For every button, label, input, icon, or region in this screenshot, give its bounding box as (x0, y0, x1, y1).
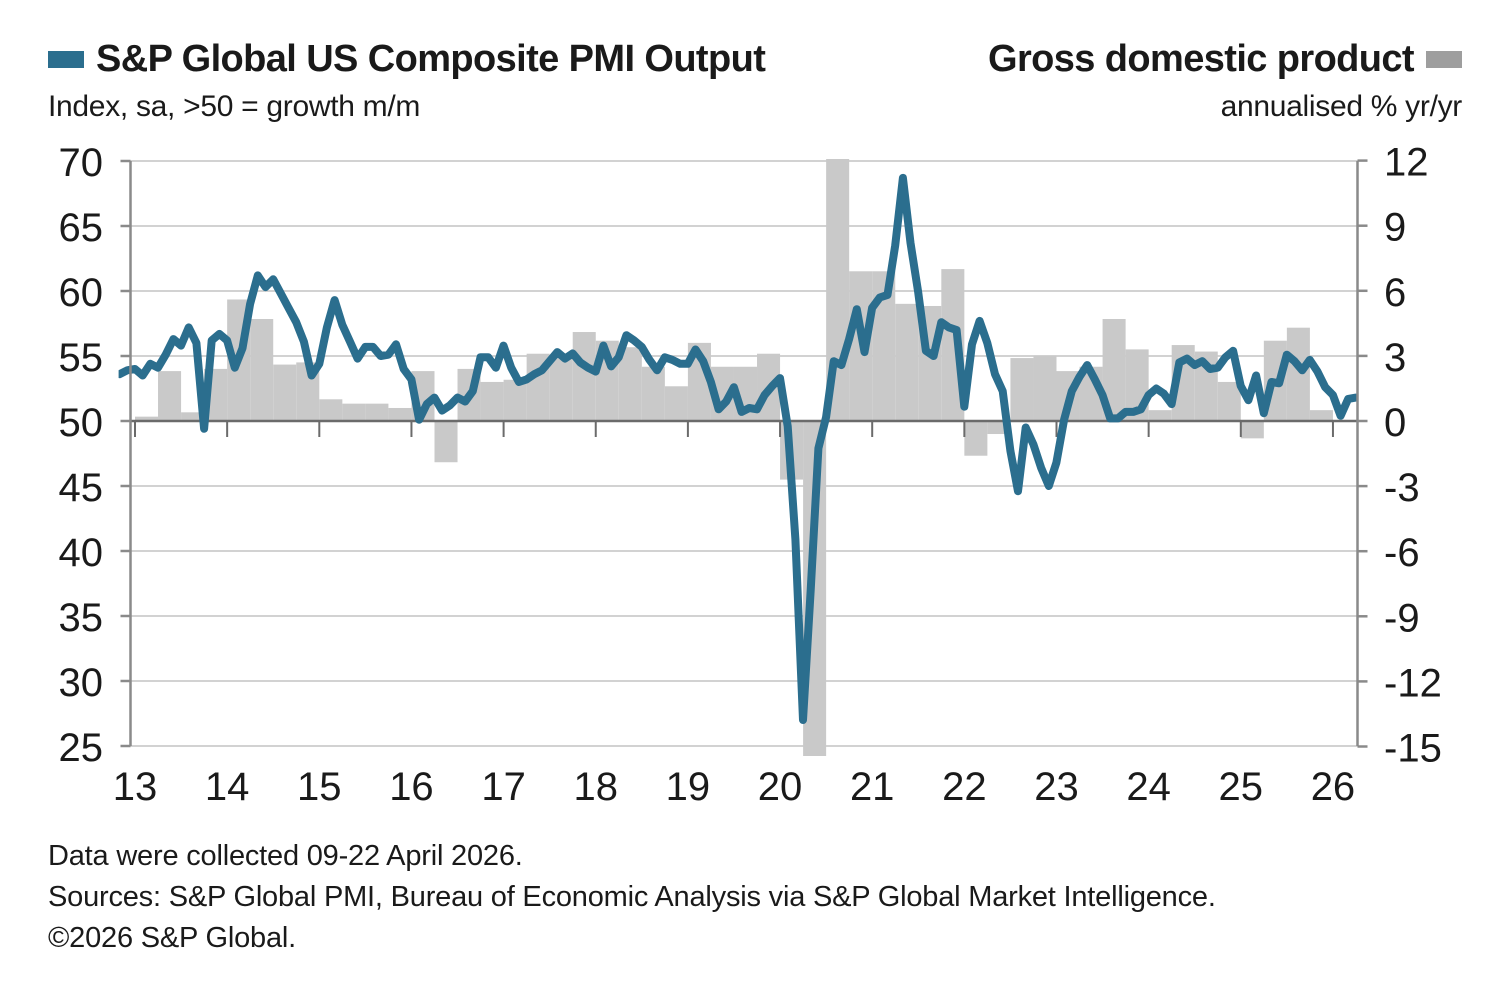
y-axis-left-label: 45 (59, 466, 104, 510)
y-axis-right-label: -3 (1384, 466, 1420, 510)
footnote-copyright: ©2026 S&P Global. (48, 922, 296, 954)
gdp-bar (342, 403, 366, 421)
gdp-bar (1309, 410, 1333, 421)
y-axis-right-label: 0 (1384, 401, 1406, 445)
x-axis-year-label: 14 (205, 765, 250, 809)
gdp-bar (250, 319, 274, 421)
legend-pmi: S&P Global US Composite PMI Output Index… (48, 38, 766, 124)
y-axis-right-label: -6 (1384, 531, 1420, 575)
footnote-sources: Sources: S&P Global PMI, Bureau of Econo… (48, 881, 1216, 913)
gdp-legend-swatch-icon (1426, 51, 1462, 68)
chart-footnotes: Data were collected 09-22 April 2026. So… (48, 836, 1216, 959)
gdp-bar (872, 271, 896, 421)
gdp-bar (158, 371, 182, 421)
gdp-bar (480, 381, 504, 421)
gdp-bar (434, 421, 458, 463)
legend-gdp: Gross domestic product annualised % yr/y… (988, 38, 1462, 124)
y-axis-left-label: 60 (59, 271, 104, 315)
gdp-bar (1240, 421, 1264, 439)
pmi-series-title: S&P Global US Composite PMI Output (96, 38, 766, 80)
gdp-bar (503, 379, 527, 421)
y-axis-right-label: -9 (1384, 596, 1420, 640)
gdp-bar (1033, 355, 1057, 421)
gdp-bar (618, 347, 642, 421)
y-axis-right-label: 12 (1384, 141, 1429, 185)
x-axis-year-label: 18 (574, 765, 619, 809)
y-axis-left-label: 65 (59, 206, 104, 250)
x-axis-ticks (134, 421, 1334, 437)
gdp-bar (319, 399, 343, 421)
x-axis-year-label: 13 (113, 765, 158, 809)
x-axis-year-label: 19 (666, 765, 711, 809)
gdp-bar-series (135, 159, 1333, 756)
gdp-bar (1102, 319, 1126, 421)
gdp-bar (1217, 381, 1241, 421)
x-axis-year-label: 26 (1311, 765, 1356, 809)
y-axis-left-label: 50 (59, 401, 104, 445)
y-axis-right-label: -12 (1384, 661, 1442, 705)
gdp-bar (664, 386, 688, 421)
axis-lines (120, 159, 1368, 748)
right-axis-subtitle: annualised % yr/yr (1220, 90, 1463, 123)
pmi-legend-swatch-icon (48, 51, 84, 68)
gdp-bar (549, 355, 573, 421)
x-axis-year-label: 24 (1126, 765, 1171, 809)
y-axis-right-label: 9 (1384, 206, 1406, 250)
gdp-bar (273, 364, 297, 421)
gdp-bar (1286, 327, 1310, 421)
y-axis-right-label: 3 (1384, 336, 1406, 380)
y-axis-left-label: 25 (59, 726, 104, 770)
gdp-series-title: Gross domestic product (988, 38, 1415, 80)
y-axis-left-label: 35 (59, 596, 104, 640)
axis-labels: 70656055504540353025129630-3-6-9-12-1513… (59, 141, 1442, 809)
gdp-bar (388, 407, 412, 421)
gdp-bar (365, 403, 389, 421)
x-axis-year-label: 25 (1219, 765, 1264, 809)
y-axis-left-label: 70 (59, 141, 104, 185)
pmi-line-series (118, 173, 1359, 724)
x-axis-year-label: 16 (389, 765, 434, 809)
gdp-bar (641, 366, 665, 421)
gdp-bar (964, 421, 988, 456)
x-axis-year-label: 17 (481, 765, 526, 809)
y-axis-left-label: 30 (59, 661, 104, 705)
gdp-bar (572, 332, 596, 421)
y-axis-right-label: 6 (1384, 271, 1406, 315)
y-axis-right-label: -15 (1384, 727, 1442, 771)
gdp-bar (895, 303, 919, 421)
left-axis-subtitle: Index, sa, >50 = growth m/m (48, 90, 421, 123)
footnote-collection-dates: Data were collected 09-22 April 2026. (48, 840, 523, 872)
gridlines (130, 160, 1358, 747)
x-axis-year-label: 15 (297, 765, 342, 809)
x-axis-year-label: 21 (850, 765, 895, 809)
gdp-bar (1010, 358, 1034, 421)
gdp-bar (181, 412, 205, 421)
y-axis-left-label: 55 (59, 336, 104, 380)
x-axis-year-label: 22 (942, 765, 987, 809)
x-axis-year-label: 20 (758, 765, 803, 809)
x-axis-year-label: 23 (1034, 765, 1079, 809)
y-axis-left-label: 40 (59, 531, 104, 575)
gdp-bar (135, 416, 159, 421)
gdp-bar (1148, 410, 1172, 421)
